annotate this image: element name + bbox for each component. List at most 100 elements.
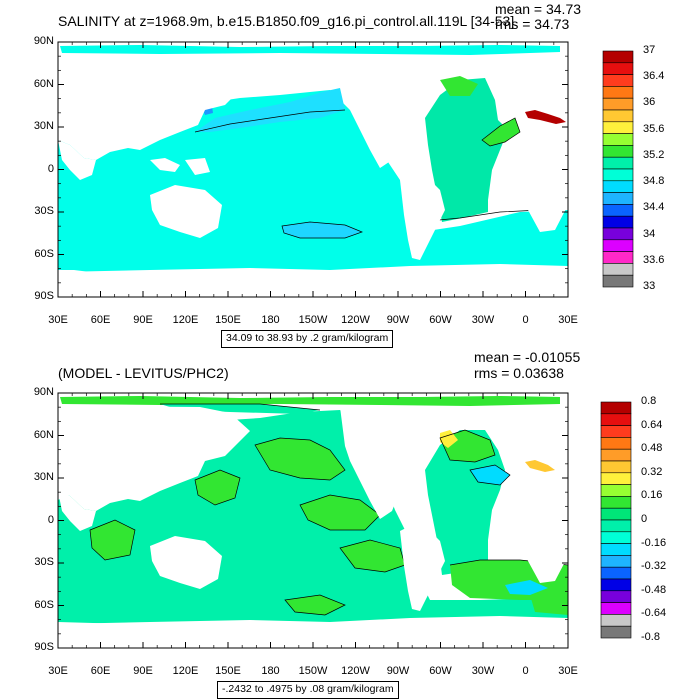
- colorbar-swatch: [602, 192, 634, 205]
- colorbar-label: 33: [643, 280, 656, 292]
- lat-tick-label: 30N: [33, 471, 54, 483]
- panel2-map: [57, 392, 569, 649]
- colorbar-swatch: [602, 251, 634, 264]
- colorbar-label: 0.64: [641, 418, 663, 431]
- panel1-land-africa: [505, 140, 568, 232]
- lon-tick-label: 120E: [172, 665, 199, 677]
- colorbar-swatch: [602, 133, 634, 146]
- lon-tick-label: 30E: [48, 665, 68, 677]
- panel1-ocean-southern: [58, 210, 568, 274]
- panel2-land-south-america: [400, 521, 445, 611]
- lon-tick-label: 0: [522, 665, 529, 677]
- panel2-patch-indian: [90, 520, 135, 560]
- colorbar-swatch: [602, 86, 634, 99]
- panel2-patch-southeast: [530, 592, 568, 615]
- colorbar-label: -0.16: [641, 536, 667, 549]
- colorbar-label: 36.4: [643, 70, 665, 83]
- panel1-ocean-north-pacific: [195, 88, 345, 132]
- panel2-patch-labrador-yellow: [440, 430, 458, 448]
- colorbar-label: -0.8: [641, 631, 660, 643]
- lon-tick-label: 0: [522, 314, 529, 326]
- colorbar-label: 0.8: [641, 395, 657, 407]
- panel1-land-south-america: [400, 170, 445, 260]
- panel1-land-europe: [500, 56, 568, 110]
- colorbar-swatch: [602, 274, 634, 288]
- panel1-mediterranean-high: [525, 110, 566, 124]
- lat-tick-label: 30N: [33, 120, 54, 132]
- colorbar-swatch: [602, 239, 634, 252]
- panel1-range-label: 34.09 to 38.93 by .2 gram/kilogram: [221, 330, 394, 348]
- colorbar-label: 37: [643, 44, 656, 56]
- panel1-land-antarctica: [58, 264, 568, 297]
- panel2-land-australia: [150, 536, 222, 589]
- panel1-colorbar: [602, 50, 634, 288]
- panel2-patch-central-pacific: [300, 495, 380, 530]
- lon-tick-label: 90W: [386, 314, 410, 326]
- lon-tick-label: 60E: [90, 314, 111, 326]
- panel1-ocean-atlantic: [425, 78, 508, 222]
- panel1-land-greenland: [440, 56, 500, 78]
- panel1-land-maritime: [150, 158, 210, 175]
- colorbar-label: 36: [643, 96, 656, 109]
- colorbar-swatch: [600, 578, 632, 592]
- panel2-patch-southern-low: [505, 580, 548, 595]
- colorbar-label: 0: [641, 513, 648, 525]
- colorbar-swatch: [602, 145, 634, 158]
- colorbar-swatch: [600, 448, 632, 462]
- lon-tick-label: 150E: [215, 665, 241, 677]
- colorbar-swatch: [600, 614, 632, 627]
- panel2-land-africa: [505, 491, 568, 583]
- colorbar-swatch: [600, 460, 632, 474]
- colorbar-swatch: [600, 472, 632, 485]
- panel2-ocean-atlantic: [425, 430, 505, 575]
- panel1-ticks: [57, 41, 569, 298]
- panel1-rms: rms = 34.73: [495, 16, 570, 32]
- lon-tick-label: 150W: [298, 665, 328, 677]
- panel1-ocean-nordic: [440, 76, 478, 96]
- lon-tick-label: 150W: [298, 314, 328, 326]
- colorbar-swatch: [600, 437, 632, 450]
- panel1-land-north-america: [340, 56, 440, 168]
- panel1-atlantic-subtropical: [482, 118, 520, 146]
- colorbar-swatch: [602, 204, 634, 217]
- panel1-contour-south-pacific: [281, 221, 363, 239]
- lat-tick-label: 60S: [34, 598, 54, 611]
- colorbar-label: 35.6: [643, 122, 665, 135]
- panel1-contour-atlantic: [481, 117, 521, 147]
- colorbar-swatch: [602, 168, 634, 182]
- panel2-ticks: [57, 392, 569, 649]
- panel2-patch-southern: [285, 595, 345, 615]
- colorbar-swatch: [602, 74, 634, 87]
- panel2-land-greenland: [440, 407, 500, 429]
- panel2-land-north-america: [340, 407, 440, 519]
- panel1-land-australia: [150, 185, 222, 238]
- panel1-land-india: [58, 140, 96, 180]
- panel1-land-asia: [58, 55, 250, 160]
- lat-tick-label: 90N: [33, 35, 54, 47]
- colorbar-swatch: [602, 263, 634, 276]
- colorbar-label: 0.16: [641, 489, 663, 502]
- colorbar-swatch: [602, 227, 634, 241]
- colorbar-label: 33.6: [643, 253, 665, 266]
- lon-tick-label: 60W: [429, 665, 452, 677]
- colorbar-label: 34.4: [643, 201, 665, 214]
- lon-tick-label: 90W: [386, 665, 410, 677]
- lat-tick-label: 90N: [33, 386, 54, 398]
- lon-tick-label: 30W: [471, 314, 495, 326]
- panel2-land-india: [58, 491, 96, 531]
- panel2-patch-mediterranean: [525, 460, 555, 472]
- lon-tick-label: 60W: [429, 314, 452, 326]
- lat-tick-label: 30S: [34, 205, 54, 217]
- panel2-mean: mean = -0.01055: [474, 349, 581, 365]
- lon-tick-label: 90E: [133, 314, 153, 326]
- panel2-range-label: -.2432 to .4975 by .08 gram/kilogram: [217, 681, 399, 699]
- colorbar-label: -0.64: [641, 607, 667, 620]
- colorbar-swatch: [600, 401, 632, 415]
- colorbar-swatch: [602, 109, 634, 123]
- colorbar-swatch: [600, 543, 632, 556]
- panel1-contour-north-pacific: [194, 109, 346, 133]
- lon-tick-label: 90E: [133, 665, 153, 677]
- colorbar-swatch: [602, 121, 634, 134]
- colorbar-label: 34.8: [643, 175, 665, 188]
